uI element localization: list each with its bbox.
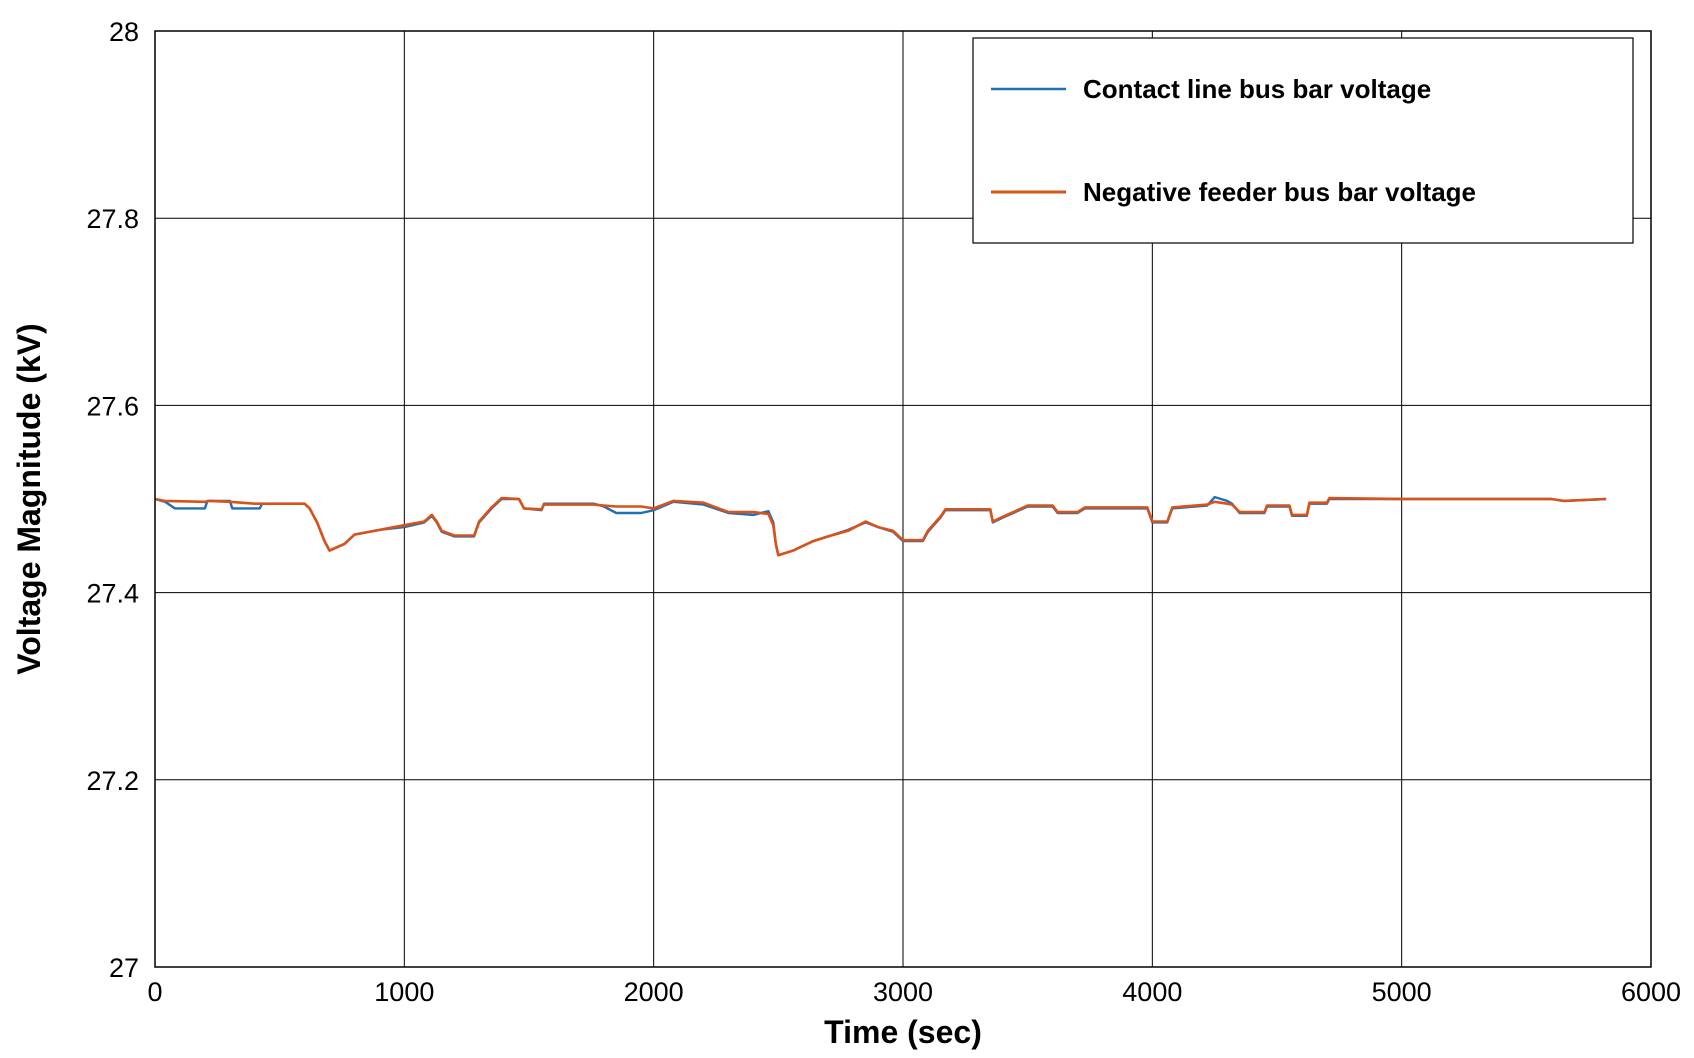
x-tick-label: 1000 bbox=[374, 977, 434, 1007]
plot-frame bbox=[154, 30, 1652, 968]
legend-box bbox=[972, 37, 1634, 244]
x-tick-label: 5000 bbox=[1372, 977, 1432, 1007]
x-tick-label: 2000 bbox=[624, 977, 684, 1007]
x-tick-label: 0 bbox=[147, 977, 162, 1007]
y-tick-label: 27.4 bbox=[86, 579, 139, 609]
x-axis-title: Time (sec) bbox=[824, 1014, 982, 1050]
x-tick-label: 3000 bbox=[873, 977, 933, 1007]
y-axis-title: Voltage Magnitude (kV) bbox=[11, 323, 47, 674]
y-tick-label: 27 bbox=[109, 953, 139, 983]
legend: Contact line bus bar voltage Negative fee… bbox=[972, 37, 1634, 244]
x-tick-label: 4000 bbox=[1122, 977, 1182, 1007]
y-tick-label: 28 bbox=[109, 17, 139, 47]
series-layer bbox=[154, 495, 1607, 557]
tick-labels: 0 1000 2000 3000 4000 5000 6000 27 27.2 27.4 27.6 2… bbox=[86, 17, 1681, 1007]
legend-label-1: Contact line bus bar voltage bbox=[1083, 74, 1431, 104]
x-tick-label: 6000 bbox=[1621, 977, 1681, 1007]
y-tick-label: 27.2 bbox=[86, 766, 139, 796]
legend-label-2: Negative feeder bus bar voltage bbox=[1083, 177, 1476, 207]
y-tick-label: 27.8 bbox=[86, 204, 139, 234]
y-tick-label: 27.6 bbox=[86, 391, 139, 421]
series-line-2 bbox=[154, 496, 1607, 557]
